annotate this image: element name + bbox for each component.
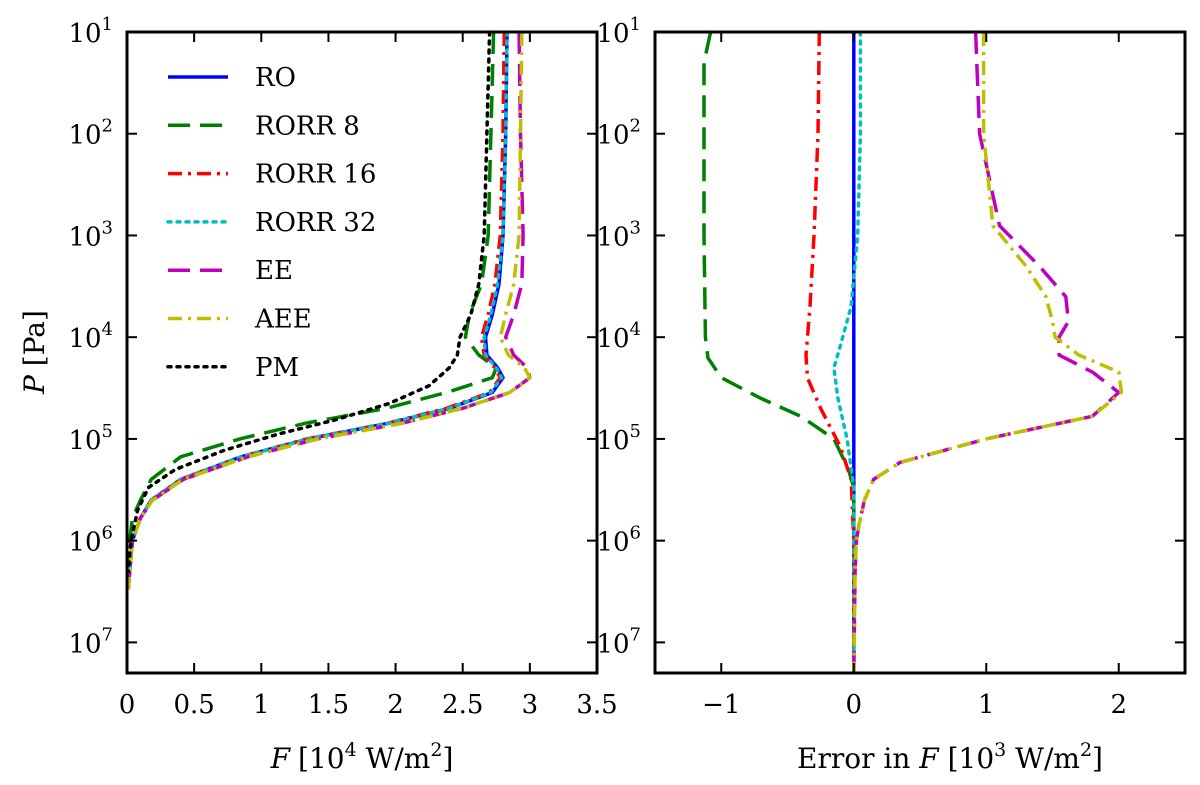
xtick-label: 3.5: [576, 690, 617, 720]
legend-label: RORR 16: [255, 160, 376, 190]
ytick-label: 106: [68, 523, 113, 558]
legend-label: PM: [255, 353, 299, 383]
right-series-line-rorr-8: [702, 32, 856, 673]
xtick-label: 2: [1110, 690, 1127, 720]
right-xlabel: Error in F [103 W/m2]: [797, 739, 1103, 775]
right-plot-frame: [653, 30, 1187, 675]
legend-label: EE: [255, 256, 293, 286]
ytick-label: 107: [596, 624, 641, 659]
legend-label: RORR 32: [255, 208, 376, 238]
xtick-label: 2.5: [442, 690, 483, 720]
legend-label: RORR 8: [255, 111, 360, 141]
left-xtick-labels: 0 0.5 1 1.5 2 2.5 3 3.5: [119, 690, 618, 720]
xtick-label: 3: [522, 690, 539, 720]
left-series-line-pm: [127, 32, 492, 574]
right-series-line-ee: [852, 32, 1121, 673]
ytick-label: 107: [68, 624, 113, 659]
ytick-label: 102: [596, 116, 641, 151]
legend-item-ee: EE: [168, 256, 293, 286]
ytick-label: 106: [596, 523, 641, 558]
xtick-label: 1: [253, 690, 270, 720]
xtick-label: 1: [978, 690, 995, 720]
ytick-label: 104: [596, 319, 641, 354]
left-ylabel: P [Pa]: [18, 310, 51, 395]
legend-label: RO: [255, 63, 296, 93]
left-plot-panel: 0 0.5 1 1.5 2 2.5 3 3.5 101 102 103 104 105 106 107 F…: [18, 14, 618, 775]
ytick-label: 105: [596, 421, 641, 456]
xtick-label: 1.5: [308, 690, 349, 720]
legend-item-ro: RO: [168, 63, 296, 93]
ytick-label: 103: [596, 217, 641, 252]
right-xtick-labels: −1 0 1 2: [702, 690, 1127, 720]
right-ytick-labels: 101 102 103 104 105 106 107: [596, 14, 641, 659]
xtick-label: 2: [387, 690, 404, 720]
xtick-label: −1: [702, 690, 740, 720]
legend-item-rorr-8: RORR 8: [168, 111, 360, 141]
left-ticks-group: [126, 31, 598, 673]
right-series-group: [702, 32, 1124, 673]
ytick-label: 102: [68, 116, 113, 151]
ytick-label: 104: [68, 319, 113, 354]
left-series-group: [127, 32, 532, 591]
left-series-line-aee: [127, 32, 532, 590]
xtick-label: 0.5: [173, 690, 214, 720]
xtick-label: 0: [845, 690, 862, 720]
right-series-line-rorr-16: [804, 32, 856, 673]
legend-item-rorr-32: RORR 32: [166, 208, 376, 238]
left-ytick-labels: 101 102 103 104 105 106 107: [68, 14, 113, 659]
ytick-label: 101: [68, 14, 113, 49]
ytick-label: 105: [68, 421, 113, 456]
legend-label: AEE: [254, 305, 312, 335]
right-series-line-rorr-32: [832, 32, 863, 673]
ytick-label: 101: [596, 14, 641, 49]
legend-item-rorr-16: RORR 16: [168, 160, 376, 190]
left-xlabel: F [104 W/m2]: [270, 739, 454, 775]
ytick-label: 103: [68, 217, 113, 252]
right-plot-panel: −1 0 1 2 101 102 103 104 105 106 107 Error in F […: [596, 14, 1187, 775]
right-ticks-group: [655, 31, 1185, 673]
legend: RO RORR 8 RORR 16 RORR 32 EE AEE PM: [166, 63, 376, 383]
left-plot-frame: [125, 30, 599, 675]
legend-item-aee: AEE: [168, 305, 312, 335]
right-series-line-aee: [852, 32, 1124, 673]
left-series-line-rorr-8: [127, 32, 499, 572]
legend-item-pm: PM: [166, 353, 299, 383]
xtick-label: 0: [119, 690, 136, 720]
